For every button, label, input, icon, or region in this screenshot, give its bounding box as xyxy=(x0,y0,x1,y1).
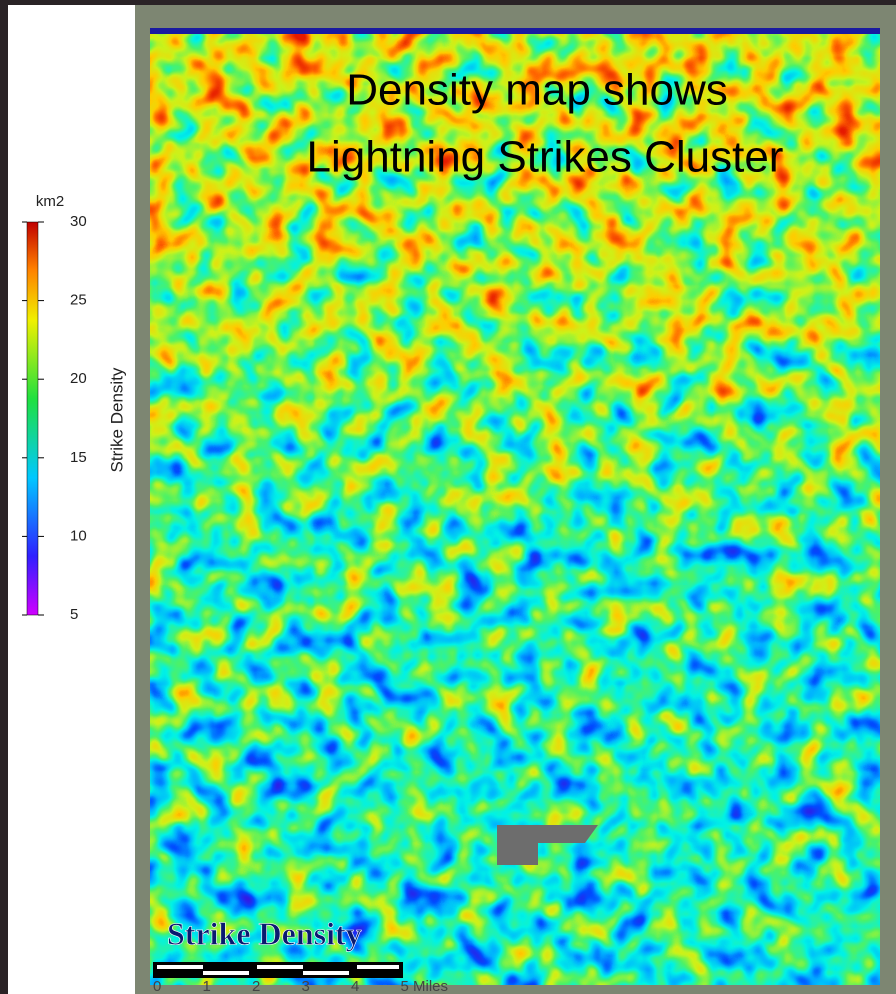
scale-label: 3 xyxy=(302,978,310,994)
title: Density map shows Lightning Strikes Clus… xyxy=(307,66,784,182)
legend-tick-label: 15 xyxy=(70,449,87,466)
scale-label: 0 xyxy=(153,978,161,994)
legend-tick-label: 30 xyxy=(70,213,87,230)
scale-segment xyxy=(257,965,303,969)
color-bar xyxy=(26,221,39,616)
color-legend: km2 Strike Density 5 10 15 20 25 30 xyxy=(22,193,126,623)
caption: Strike Density xyxy=(167,915,362,951)
legend-title: Strike Density xyxy=(107,367,126,472)
scale-segment xyxy=(157,965,203,969)
legend-unit: km2 xyxy=(36,193,64,210)
legend-tick-label: 10 xyxy=(70,527,87,544)
legend-tick-label: 25 xyxy=(70,292,87,309)
scale-segment xyxy=(203,971,249,975)
scale-segment xyxy=(303,971,349,975)
title-line: Lightning Strikes Cluster xyxy=(307,133,784,182)
scale-label: 1 xyxy=(203,978,211,994)
title-line: Density map shows xyxy=(346,66,727,115)
scale-segment xyxy=(357,965,399,969)
scale-bar-frame xyxy=(153,962,403,978)
edge-band xyxy=(150,28,880,34)
scale-label: 4 xyxy=(351,978,359,994)
legend-tick-label: 20 xyxy=(70,370,87,387)
scale-label: 5 Miles xyxy=(401,978,449,994)
scale-label: 2 xyxy=(252,978,260,994)
masked-area xyxy=(497,825,598,865)
legend-tick-label: 5 xyxy=(70,606,78,623)
scale-bar: 0 1 2 3 4 5 Miles xyxy=(153,962,448,994)
